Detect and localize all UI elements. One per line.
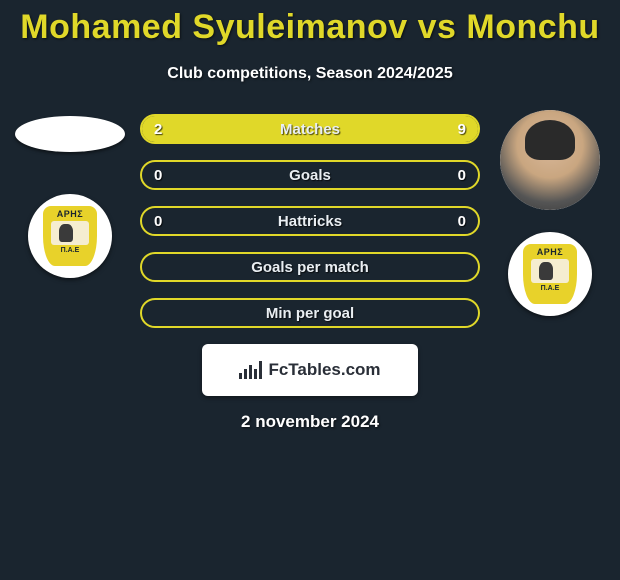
stat-row: 0 Hattricks 0 bbox=[140, 206, 480, 236]
stat-row: Goals per match bbox=[140, 252, 480, 282]
stat-label: Matches bbox=[280, 121, 340, 138]
page-title: Mohamed Syuleimanov vs Monchu bbox=[0, 0, 620, 47]
player-right-avatar bbox=[500, 110, 600, 210]
stat-left-value: 0 bbox=[154, 213, 162, 230]
avatar-face-icon bbox=[500, 110, 600, 210]
stat-label: Min per goal bbox=[266, 305, 354, 322]
footer-date: 2 november 2024 bbox=[0, 412, 620, 432]
stat-row: 0 Goals 0 bbox=[140, 160, 480, 190]
club-shield-top-text: APHΣ bbox=[57, 209, 83, 219]
comparison-content: APHΣ Π.Α.Ε APHΣ Π.Α.Ε 2 Matches 9 bbox=[0, 110, 620, 432]
bar-chart-icon bbox=[239, 361, 262, 379]
player-left-club-badge: APHΣ Π.Α.Ε bbox=[28, 194, 112, 278]
right-player-column: APHΣ Π.Α.Ε bbox=[490, 110, 610, 316]
club-shield-top-text: APHΣ bbox=[537, 247, 563, 257]
stat-fill-left bbox=[142, 116, 202, 142]
club-shield-icon: APHΣ Π.Α.Ε bbox=[43, 206, 97, 266]
player-left-avatar bbox=[15, 116, 125, 152]
club-shield-bot-text: Π.Α.Ε bbox=[61, 247, 80, 254]
club-shield-bot-text: Π.Α.Ε bbox=[541, 285, 560, 292]
stat-row: Min per goal bbox=[140, 298, 480, 328]
player-right-club-badge: APHΣ Π.Α.Ε bbox=[508, 232, 592, 316]
stat-right-value: 0 bbox=[458, 167, 466, 184]
stats-list: 2 Matches 9 0 Goals 0 0 Hattricks 0 Goal… bbox=[140, 110, 480, 328]
club-shield-graphic bbox=[531, 259, 569, 283]
stat-right-value: 9 bbox=[458, 121, 466, 138]
stat-label: Goals bbox=[289, 167, 331, 184]
stat-right-value: 0 bbox=[458, 213, 466, 230]
stat-label: Hattricks bbox=[278, 213, 342, 230]
page-subtitle: Club competitions, Season 2024/2025 bbox=[0, 65, 620, 83]
stat-left-value: 0 bbox=[154, 167, 162, 184]
left-player-column: APHΣ Π.Α.Ε bbox=[10, 110, 130, 278]
stat-fill-right bbox=[202, 116, 478, 142]
club-shield-icon: APHΣ Π.Α.Ε bbox=[523, 244, 577, 304]
attribution-box[interactable]: FcTables.com bbox=[202, 344, 418, 396]
stat-left-value: 2 bbox=[154, 121, 162, 138]
club-shield-graphic bbox=[51, 221, 89, 245]
stat-label: Goals per match bbox=[251, 259, 369, 276]
attribution-text: FcTables.com bbox=[268, 360, 380, 380]
stat-row: 2 Matches 9 bbox=[140, 114, 480, 144]
